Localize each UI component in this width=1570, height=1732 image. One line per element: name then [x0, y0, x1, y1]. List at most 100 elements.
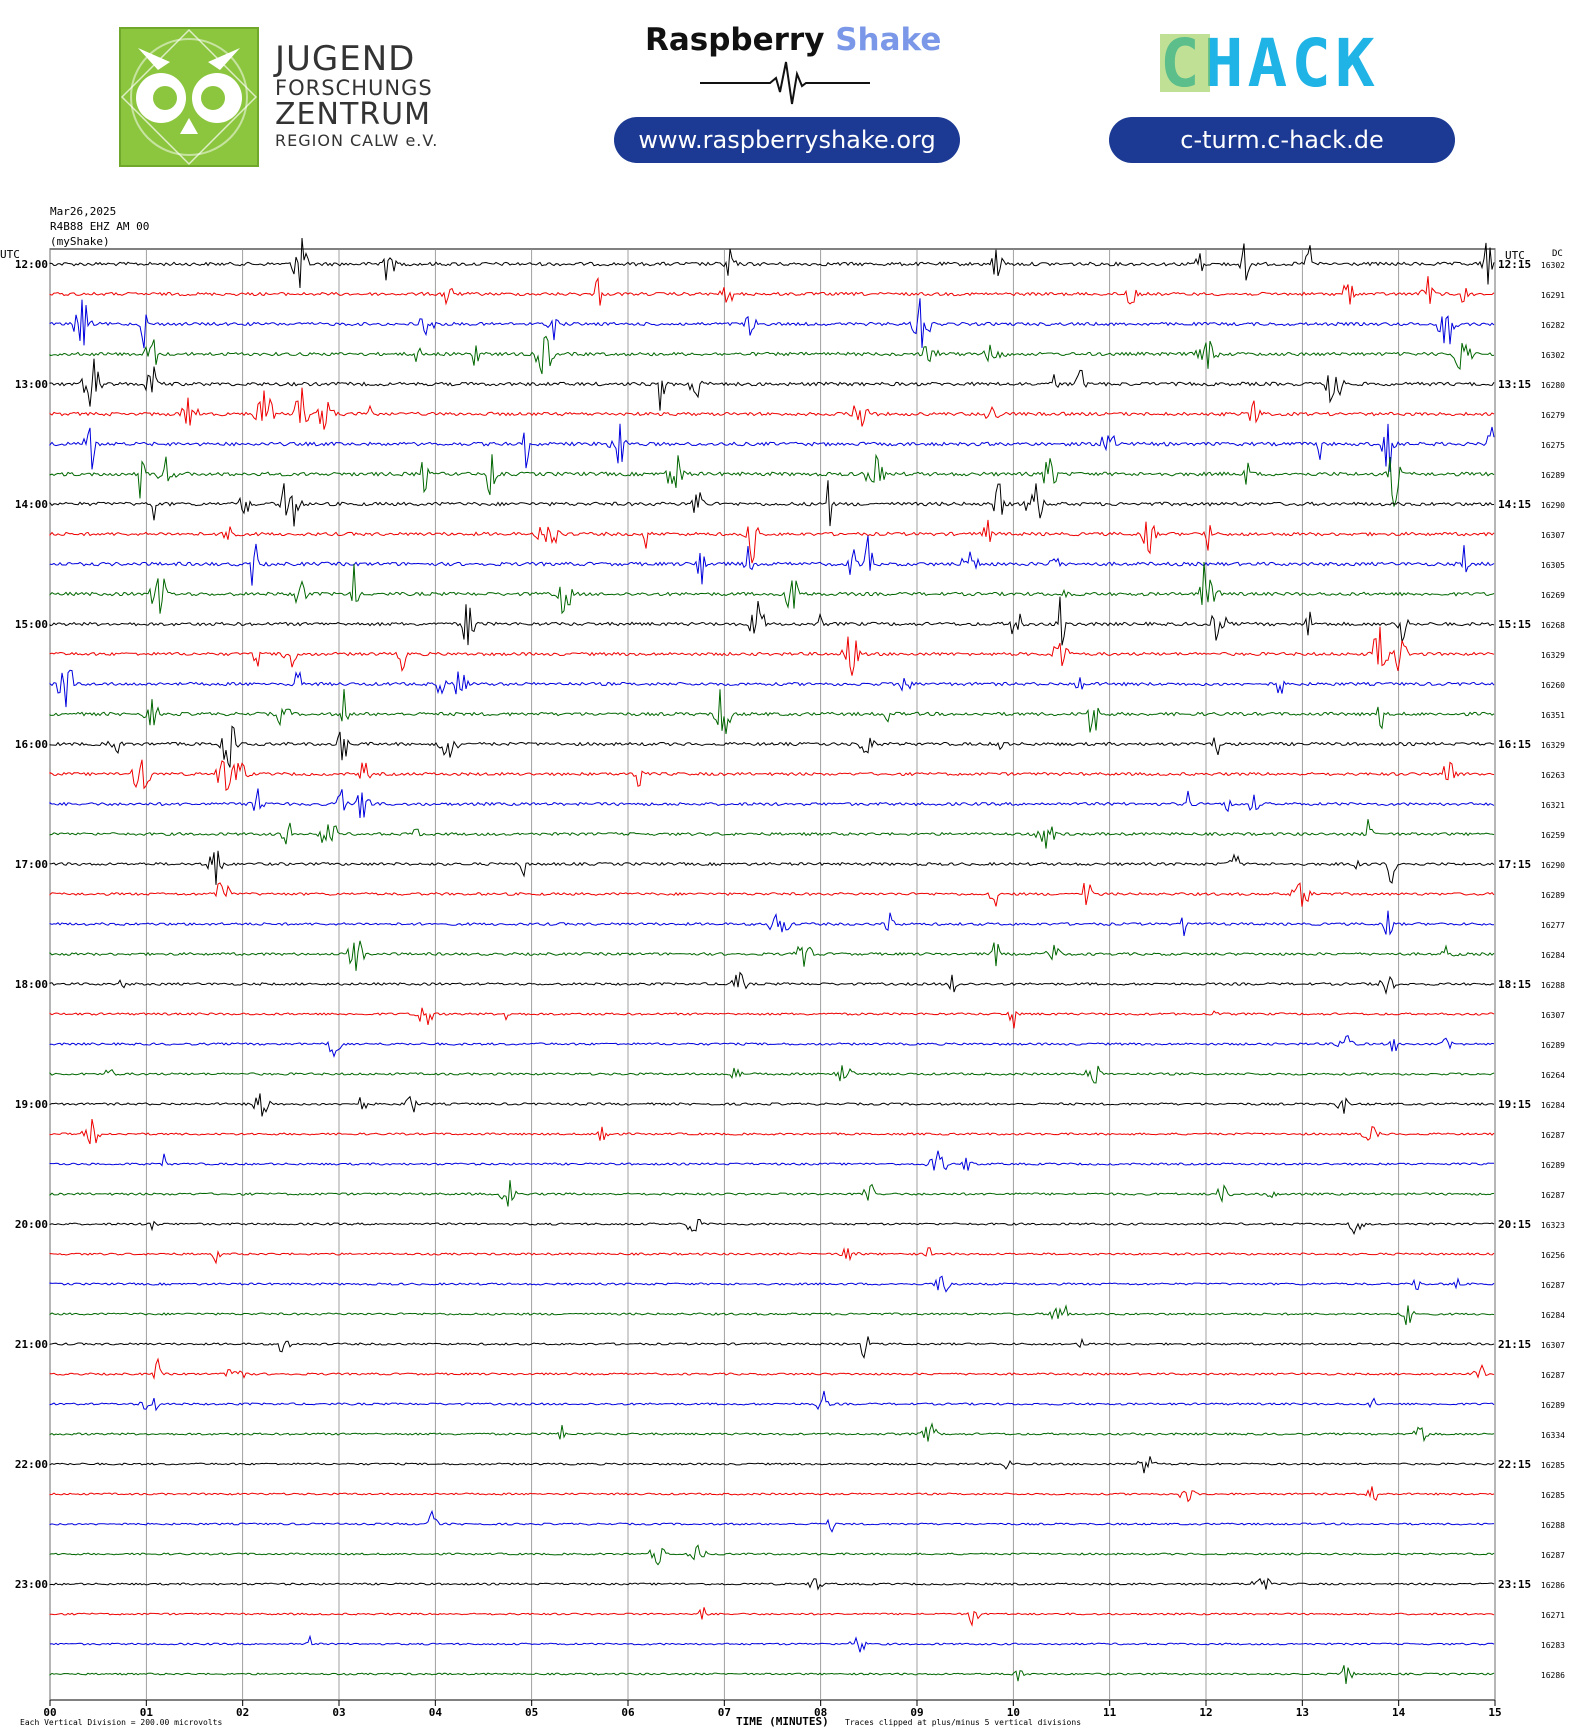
x-tick-label: 03: [332, 1706, 345, 1719]
trace-row: [49, 759, 1495, 791]
trace-row: [49, 940, 1495, 971]
dc-value: 16307: [1541, 1341, 1565, 1350]
trace-row: [49, 725, 1495, 768]
hour-label-left: 19:00: [15, 1098, 48, 1111]
dc-value: 16285: [1541, 1461, 1565, 1470]
dc-value: 16289: [1541, 1041, 1565, 1050]
trace-row: [49, 971, 1495, 996]
trace-row: [49, 1357, 1495, 1381]
footer-scale-note: Each Vertical Division = 200.00 microvol…: [20, 1718, 222, 1727]
dc-value: 16275: [1541, 441, 1565, 450]
jfz-owl-logo: [119, 27, 259, 167]
dc-value: 16321: [1541, 801, 1565, 810]
trace-row: [49, 480, 1495, 527]
station-info: Mar26,2025 R4B88 EHZ AM 00 (myShake): [50, 204, 149, 249]
trace-row: [49, 1275, 1495, 1293]
dc-value: 16277: [1541, 921, 1565, 930]
dc-value: 16291: [1541, 291, 1565, 300]
hour-label-left: 15:00: [15, 618, 48, 631]
x-tick-label: 01: [140, 1706, 154, 1719]
hour-label-right: 13:15: [1498, 378, 1531, 391]
trace-row: [49, 535, 1495, 586]
hour-label-right: 22:15: [1498, 1458, 1531, 1471]
x-tick-label: 15: [1488, 1706, 1501, 1719]
dc-value: 16307: [1541, 531, 1565, 540]
trace-row: [49, 1247, 1495, 1265]
hour-label-right: 18:15: [1498, 978, 1531, 991]
trace-row: [49, 1509, 1495, 1533]
rs-word2: Shake: [835, 22, 942, 58]
dc-value: 16280: [1541, 381, 1565, 390]
x-tick-label: 12: [1199, 1706, 1212, 1719]
hour-label-right: 20:15: [1498, 1218, 1531, 1231]
raspberryshake-url-badge[interactable]: www.raspberryshake.org: [614, 117, 960, 163]
dc-value: 16351: [1541, 711, 1565, 720]
trace-row: [49, 1007, 1495, 1029]
dc-value: 16287: [1541, 1551, 1565, 1560]
hour-label-left: 16:00: [15, 738, 48, 751]
trace-row: [49, 1035, 1495, 1058]
trace-row: [49, 519, 1495, 564]
x-tick-label: 08: [814, 1706, 827, 1719]
trace-row: [49, 358, 1495, 411]
chack-url: c-turm.c-hack.de: [1180, 126, 1384, 154]
station-channel: R4B88 EHZ AM 00: [50, 220, 150, 233]
hour-label-right: 15:15: [1498, 618, 1531, 631]
trace-row: [49, 276, 1495, 306]
trace-row: [49, 850, 1495, 885]
dc-value: 16329: [1541, 741, 1565, 750]
hour-label-right: 21:15: [1498, 1338, 1531, 1351]
dc-value: 16290: [1541, 501, 1565, 510]
hour-label-right: 17:15: [1498, 858, 1531, 871]
axis-labels: 00 01 02 03 04 05 06 07 08 09 10 11 12 13 14 15 16302 12:…: [15, 258, 1565, 1719]
hour-label-left: 14:00: [15, 498, 48, 511]
trace-row: [49, 1065, 1495, 1084]
footer-clip-note: Traces clipped at plus/minus 5 vertical …: [845, 1718, 1081, 1727]
trace-row: [49, 788, 1495, 819]
dc-value: 16288: [1541, 981, 1565, 990]
x-tick-label: 07: [718, 1706, 731, 1719]
trace-row: [49, 819, 1495, 849]
hour-label-left: 22:00: [15, 1458, 48, 1471]
x-axis-title: TIME (MINUTES): [736, 1715, 829, 1728]
trace-row: [49, 1390, 1495, 1412]
hour-label-right: 23:15: [1498, 1578, 1531, 1591]
dc-label: DC: [1552, 249, 1563, 259]
jfz-line3: ZENTRUM: [275, 97, 431, 132]
dc-value: 16287: [1541, 1191, 1565, 1200]
raspberry-shake-logo: Raspberry Shake: [645, 22, 941, 58]
dc-value: 16286: [1541, 1671, 1565, 1680]
dc-value: 16256: [1541, 1251, 1565, 1260]
trace-row: [49, 1150, 1495, 1171]
trace-row: [49, 669, 1495, 708]
trace-row: [49, 561, 1495, 615]
trace-row: [49, 298, 1495, 349]
plot-frame: [49, 248, 1496, 1701]
dc-value: 16284: [1541, 1311, 1565, 1320]
x-tick-label: 06: [621, 1706, 635, 1719]
dc-value: 16329: [1541, 651, 1565, 660]
trace-row: [49, 1665, 1495, 1684]
dc-value: 16269: [1541, 591, 1565, 600]
utc-left-label: UTC: [0, 248, 20, 261]
dc-value: 16288: [1541, 1521, 1565, 1530]
trace-row: [49, 1486, 1495, 1503]
jfz-wordmark: JUGEND FORSCHUNGS ZENTRUM REGION CALW e.…: [275, 42, 438, 149]
dc-value: 16284: [1541, 951, 1565, 960]
dc-value: 16263: [1541, 771, 1565, 780]
dc-value: 16287: [1541, 1371, 1565, 1380]
dc-value: 16290: [1541, 861, 1565, 870]
dc-value: 16282: [1541, 321, 1565, 330]
dc-value: 16283: [1541, 1641, 1565, 1650]
hour-label-left: 18:00: [15, 978, 48, 991]
trace-row: [49, 1219, 1495, 1235]
chack-url-badge[interactable]: c-turm.c-hack.de: [1109, 117, 1455, 163]
jfz-line1: JUGEND: [275, 39, 416, 79]
dc-value: 16264: [1541, 1071, 1565, 1080]
trace-row: [49, 1634, 1495, 1653]
plot-grid: [49, 248, 1496, 1706]
dc-value: 16268: [1541, 621, 1565, 630]
dc-value: 16289: [1541, 1401, 1565, 1410]
dc-value: 16307: [1541, 1011, 1565, 1020]
